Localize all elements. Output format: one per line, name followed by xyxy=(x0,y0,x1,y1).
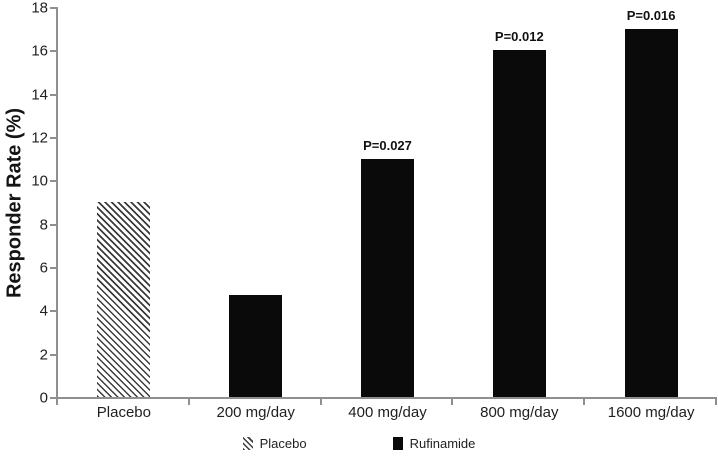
y-axis-line xyxy=(56,7,58,399)
x-tick-mark xyxy=(451,397,454,405)
legend-item-placebo: Placebo xyxy=(242,436,307,451)
y-tick-label: 16 xyxy=(31,42,48,60)
y-tick-label: 18 xyxy=(31,0,48,17)
legend-marker-placebo-icon xyxy=(242,437,253,450)
bar-1600-mg-day xyxy=(625,29,678,397)
y-tick-mark xyxy=(50,353,56,356)
y-tick-label: 0 xyxy=(39,389,48,407)
x-axis-label-1600-mg-day: 1600 mg/day xyxy=(607,404,695,421)
x-tick-mark xyxy=(56,397,58,405)
y-tick-mark xyxy=(50,397,56,399)
x-axis-label-400-mg-day: 400 mg/day xyxy=(348,404,427,421)
y-tick-mark xyxy=(50,310,56,313)
y-tick-mark xyxy=(50,50,56,53)
x-tick-mark xyxy=(583,397,586,405)
x-axis-label-placebo: Placebo xyxy=(96,404,151,421)
y-tick-mark xyxy=(50,93,56,96)
y-tick-label: 2 xyxy=(39,346,48,364)
bar-800-mg-day xyxy=(493,50,546,397)
y-tick-label: 10 xyxy=(31,172,48,190)
y-tick-label: 8 xyxy=(39,216,48,234)
y-tick-label: 12 xyxy=(31,129,48,147)
p-value-label: P=0.016 xyxy=(626,8,676,23)
y-tick-mark xyxy=(50,137,56,139)
y-tick-label: 14 xyxy=(31,86,48,104)
y-tick-mark xyxy=(50,223,56,226)
x-tick-mark xyxy=(187,397,190,405)
legend-label-placebo: Placebo xyxy=(259,436,307,451)
x-tick-mark xyxy=(319,397,322,405)
y-tick-mark xyxy=(50,7,56,9)
p-value-label: P=0.012 xyxy=(494,29,544,44)
chart-legend: Placebo Rufinamide xyxy=(0,436,718,451)
p-value-label: P=0.027 xyxy=(363,138,412,153)
y-tick-mark xyxy=(50,180,56,183)
legend-label-rufinamide: Rufinamide xyxy=(409,436,476,451)
bar-400-mg-day xyxy=(361,159,414,397)
bar-placebo xyxy=(97,202,150,397)
x-axis-line xyxy=(56,397,717,399)
x-tick-mark xyxy=(715,397,717,405)
y-tick-mark xyxy=(50,267,56,269)
y-tick-label: 6 xyxy=(39,259,48,277)
x-axis-label-200-mg-day: 200 mg/day xyxy=(216,404,295,421)
legend-item-rufinamide: Rufinamide xyxy=(392,436,476,451)
legend-marker-rufinamide-icon xyxy=(392,437,403,450)
y-tick-label: 4 xyxy=(39,302,48,320)
bar-200-mg-day xyxy=(229,295,282,397)
x-axis-label-800-mg-day: 800 mg/day xyxy=(480,404,559,421)
